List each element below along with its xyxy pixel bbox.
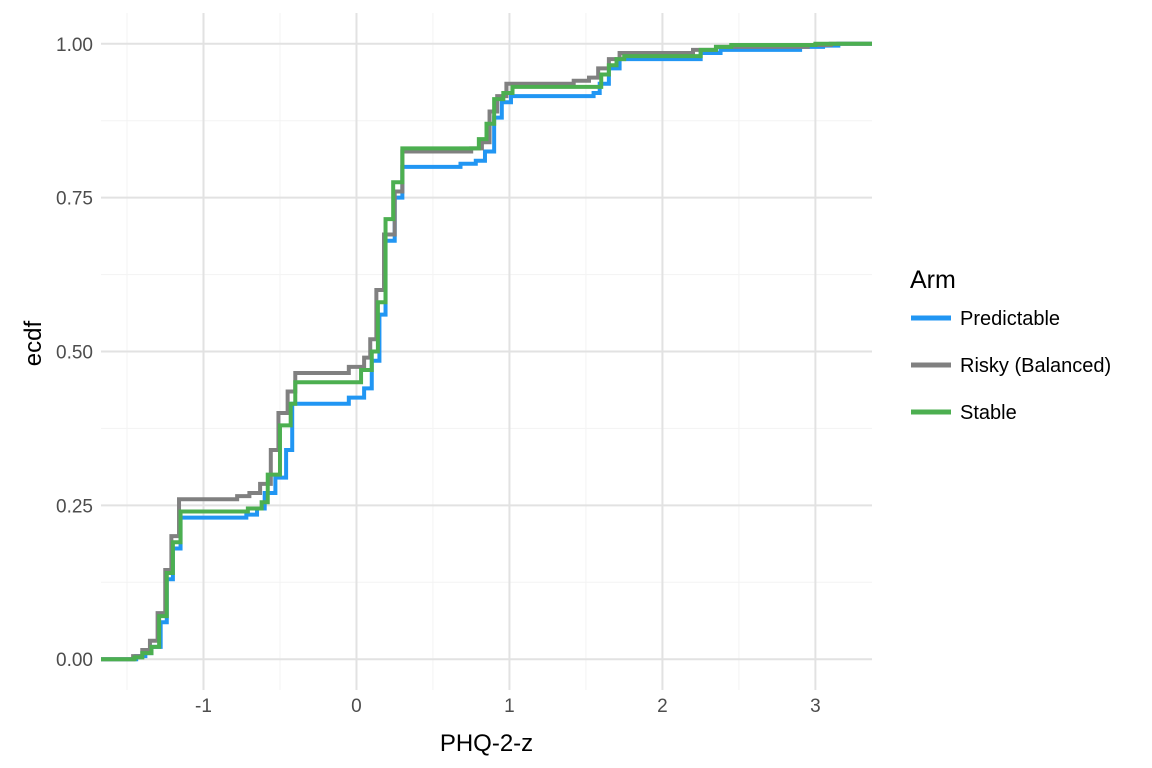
x-tick-label: 3 bbox=[810, 696, 821, 717]
legend-items: Predictable Risky (Balanced) Stable bbox=[911, 308, 1111, 424]
series-lines bbox=[101, 41, 872, 662]
y-tick-label: 0.75 bbox=[56, 189, 93, 210]
y-tick-label: 1.00 bbox=[56, 35, 93, 56]
x-tick-label: 0 bbox=[351, 696, 362, 717]
x-tick-label: -1 bbox=[195, 696, 212, 717]
legend-title: Arm bbox=[910, 266, 956, 294]
y-tick-label: 0.00 bbox=[56, 650, 93, 671]
x-axis-title: PHQ-2-z bbox=[440, 730, 533, 757]
legend-label: Predictable bbox=[960, 308, 1060, 330]
legend-label: Stable bbox=[960, 402, 1017, 424]
y-axis-tick-labels: 0.00 0.25 0.50 0.75 1.00 bbox=[56, 35, 93, 671]
x-tick-label: 2 bbox=[657, 696, 668, 717]
y-tick-label: 0.50 bbox=[56, 343, 93, 364]
major-gridlines bbox=[101, 13, 872, 690]
y-axis-title: ecdf bbox=[20, 320, 47, 366]
x-axis-tick-labels: -1 0 1 2 3 bbox=[195, 696, 821, 717]
legend-label: Risky (Balanced) bbox=[960, 355, 1111, 377]
y-tick-label: 0.25 bbox=[56, 496, 93, 517]
x-tick-label: 1 bbox=[504, 696, 515, 717]
legend: Arm Predictable Risky (Balanced) Stable bbox=[910, 266, 1111, 424]
series-line-stable bbox=[101, 41, 872, 662]
